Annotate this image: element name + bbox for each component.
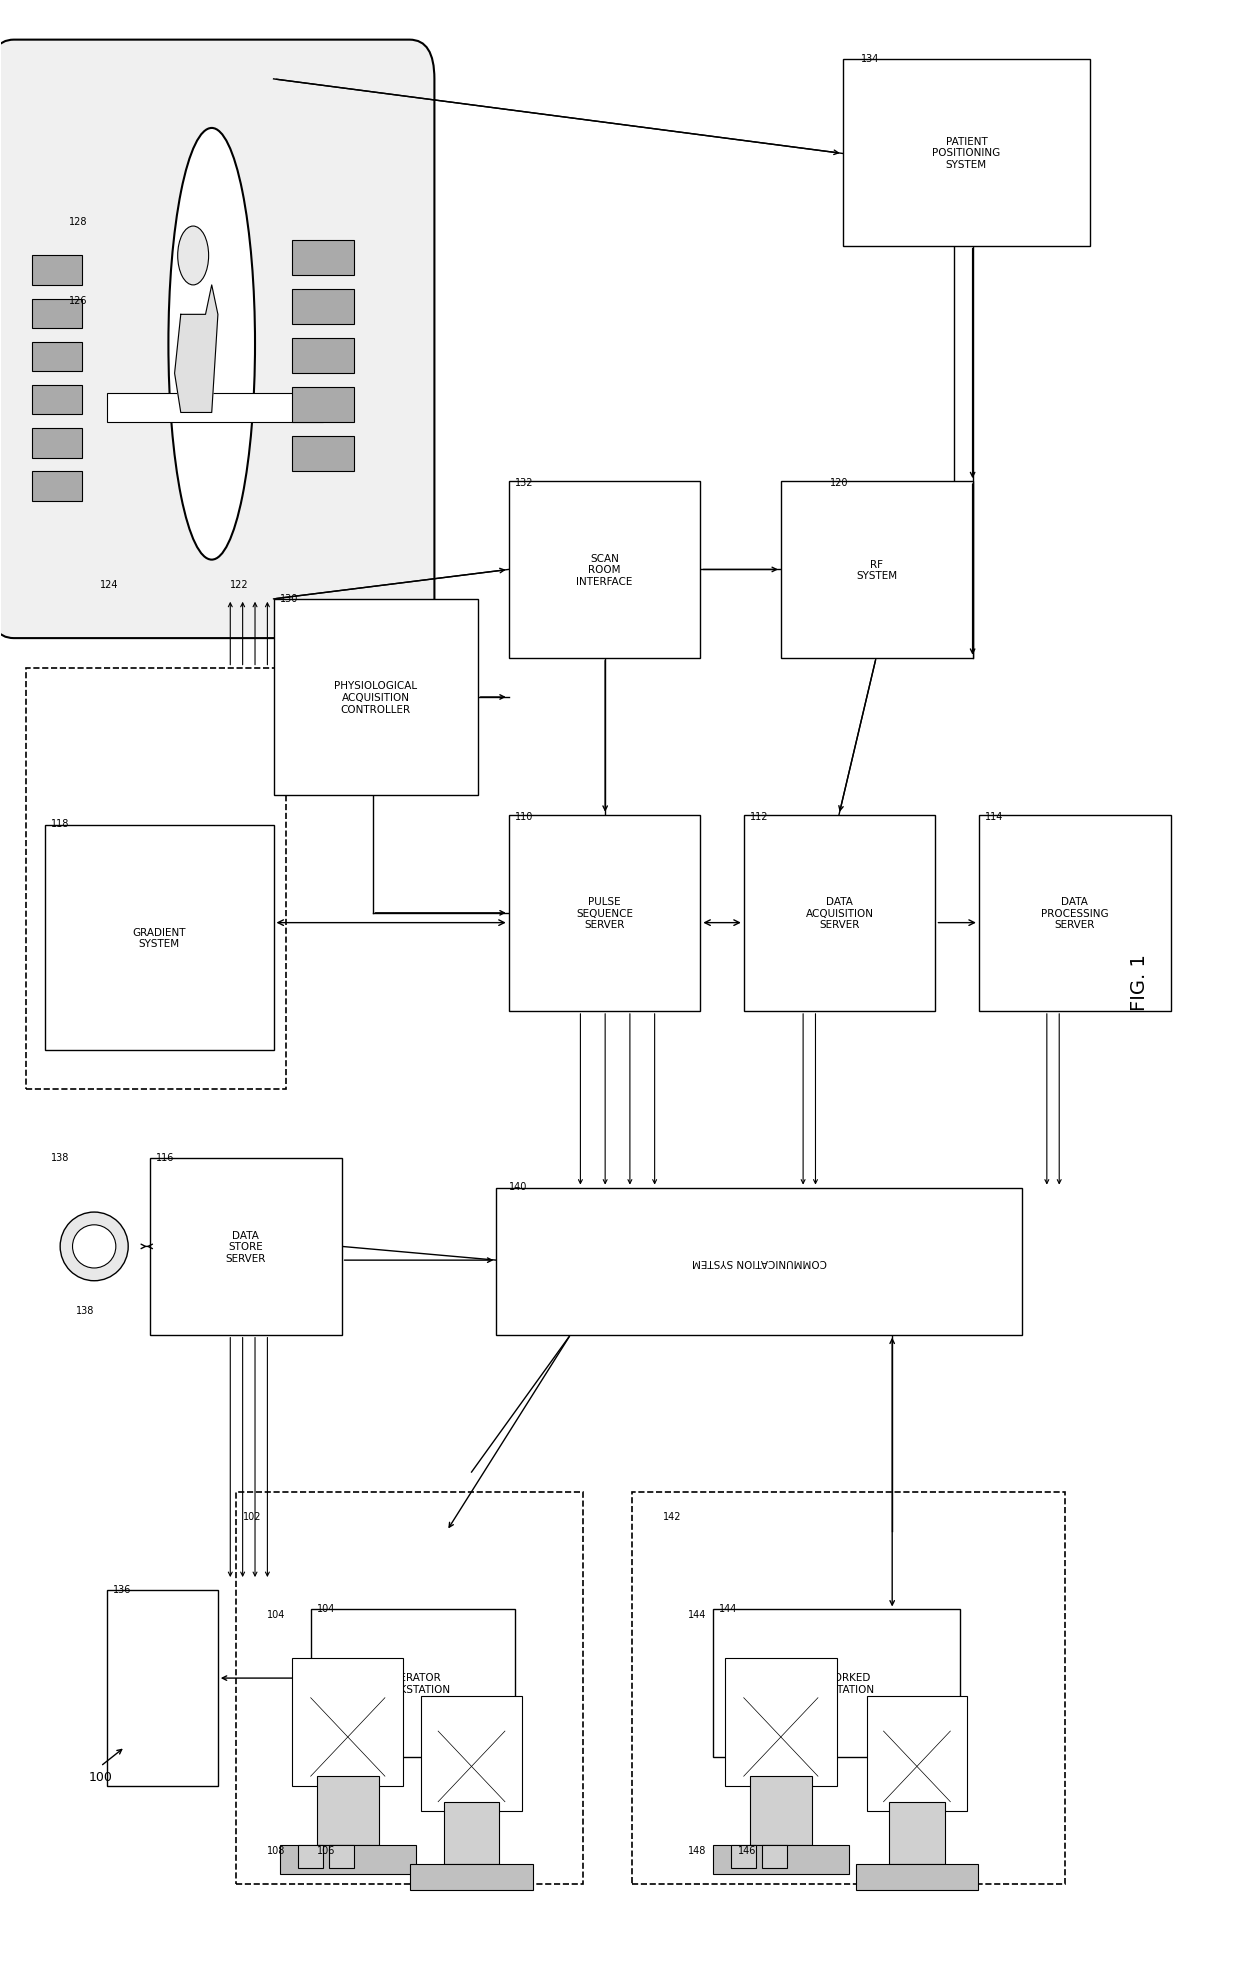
- FancyBboxPatch shape: [843, 61, 1090, 247]
- FancyBboxPatch shape: [293, 1660, 403, 1785]
- Polygon shape: [175, 287, 218, 412]
- FancyBboxPatch shape: [725, 1660, 837, 1785]
- FancyBboxPatch shape: [45, 825, 274, 1051]
- Ellipse shape: [61, 1212, 128, 1281]
- Ellipse shape: [72, 1226, 115, 1269]
- Text: 130: 130: [280, 593, 298, 603]
- FancyBboxPatch shape: [713, 1844, 849, 1874]
- FancyBboxPatch shape: [311, 1610, 515, 1756]
- FancyBboxPatch shape: [299, 1844, 324, 1868]
- FancyBboxPatch shape: [280, 1844, 415, 1874]
- FancyBboxPatch shape: [744, 815, 935, 1011]
- Text: FIG. 1: FIG. 1: [1130, 955, 1149, 1009]
- FancyBboxPatch shape: [781, 481, 972, 658]
- Text: 140: 140: [508, 1182, 527, 1192]
- Text: 122: 122: [231, 579, 249, 589]
- Text: PULSE
SEQUENCE
SERVER: PULSE SEQUENCE SERVER: [577, 898, 634, 929]
- Text: 100: 100: [88, 1770, 113, 1783]
- Text: DATA
STORE
SERVER: DATA STORE SERVER: [226, 1229, 265, 1263]
- Text: 124: 124: [100, 579, 119, 589]
- FancyBboxPatch shape: [750, 1775, 812, 1844]
- Text: RF
SYSTEM: RF SYSTEM: [856, 560, 898, 581]
- Text: 106: 106: [317, 1844, 335, 1854]
- FancyBboxPatch shape: [732, 1844, 756, 1868]
- Text: PATIENT
POSITIONING
SYSTEM: PATIENT POSITIONING SYSTEM: [932, 137, 1001, 171]
- FancyBboxPatch shape: [867, 1695, 967, 1811]
- FancyBboxPatch shape: [410, 1864, 533, 1889]
- Text: PHYSIOLOGICAL
ACQUISITION
CONTROLLER: PHYSIOLOGICAL ACQUISITION CONTROLLER: [334, 682, 417, 715]
- FancyBboxPatch shape: [0, 41, 434, 638]
- Text: 104: 104: [317, 1603, 335, 1614]
- Text: 128: 128: [69, 216, 88, 228]
- Text: 148: 148: [688, 1844, 707, 1854]
- FancyBboxPatch shape: [32, 428, 82, 458]
- FancyBboxPatch shape: [317, 1775, 378, 1844]
- Text: 136: 136: [113, 1583, 131, 1595]
- FancyBboxPatch shape: [32, 299, 82, 328]
- FancyBboxPatch shape: [293, 338, 353, 373]
- Text: NETWORKED
WORKSTATION: NETWORKED WORKSTATION: [799, 1671, 874, 1693]
- FancyBboxPatch shape: [293, 289, 353, 324]
- Text: GRADIENT
SYSTEM: GRADIENT SYSTEM: [133, 927, 186, 949]
- FancyBboxPatch shape: [856, 1864, 978, 1889]
- Text: 116: 116: [156, 1153, 175, 1163]
- FancyBboxPatch shape: [107, 393, 324, 422]
- FancyBboxPatch shape: [763, 1844, 787, 1868]
- Text: SCAN
ROOM
INTERFACE: SCAN ROOM INTERFACE: [577, 554, 632, 587]
- Text: 134: 134: [862, 55, 879, 65]
- Text: OPERATOR
WORKSTATION: OPERATOR WORKSTATION: [374, 1671, 451, 1693]
- Text: 138: 138: [76, 1306, 94, 1316]
- Text: 118: 118: [51, 819, 69, 829]
- Text: 110: 110: [515, 811, 533, 821]
- Text: COMMUNICATION SYSTEM: COMMUNICATION SYSTEM: [692, 1257, 827, 1267]
- FancyBboxPatch shape: [422, 1695, 522, 1811]
- FancyBboxPatch shape: [293, 387, 353, 422]
- Text: 108: 108: [268, 1844, 285, 1854]
- Text: 132: 132: [515, 477, 533, 487]
- FancyBboxPatch shape: [293, 436, 353, 471]
- FancyBboxPatch shape: [32, 385, 82, 414]
- FancyBboxPatch shape: [508, 815, 701, 1011]
- Text: 142: 142: [663, 1512, 682, 1522]
- FancyBboxPatch shape: [237, 1493, 583, 1883]
- FancyBboxPatch shape: [293, 242, 353, 277]
- FancyBboxPatch shape: [978, 815, 1171, 1011]
- FancyBboxPatch shape: [107, 1591, 218, 1785]
- FancyBboxPatch shape: [26, 668, 286, 1090]
- FancyBboxPatch shape: [889, 1801, 945, 1864]
- Text: 102: 102: [243, 1512, 262, 1522]
- Text: 144: 144: [688, 1609, 707, 1620]
- Ellipse shape: [169, 130, 255, 560]
- Text: 112: 112: [750, 811, 769, 821]
- FancyBboxPatch shape: [150, 1159, 342, 1336]
- Text: 138: 138: [51, 1153, 69, 1163]
- FancyBboxPatch shape: [32, 471, 82, 501]
- Text: 126: 126: [69, 295, 88, 304]
- FancyBboxPatch shape: [632, 1493, 1065, 1883]
- Ellipse shape: [177, 228, 208, 287]
- FancyBboxPatch shape: [274, 599, 477, 795]
- FancyBboxPatch shape: [32, 257, 82, 287]
- FancyBboxPatch shape: [508, 481, 701, 658]
- Text: 104: 104: [268, 1609, 285, 1620]
- FancyBboxPatch shape: [444, 1801, 500, 1864]
- Text: DATA
ACQUISITION
SERVER: DATA ACQUISITION SERVER: [806, 898, 874, 929]
- Text: 144: 144: [719, 1603, 738, 1614]
- FancyBboxPatch shape: [496, 1188, 1022, 1336]
- FancyBboxPatch shape: [713, 1610, 960, 1756]
- Text: 120: 120: [831, 477, 849, 487]
- Text: 114: 114: [985, 811, 1003, 821]
- Text: 146: 146: [738, 1844, 756, 1854]
- FancyBboxPatch shape: [32, 342, 82, 371]
- FancyBboxPatch shape: [330, 1844, 353, 1868]
- Text: DATA
PROCESSING
SERVER: DATA PROCESSING SERVER: [1040, 898, 1109, 929]
